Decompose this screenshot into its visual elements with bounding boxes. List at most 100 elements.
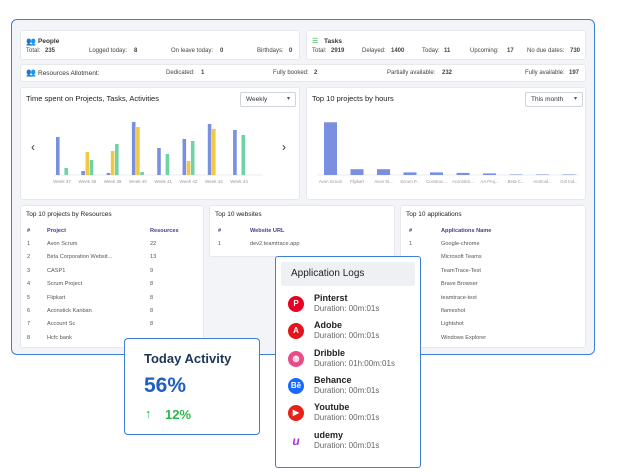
col-index: # <box>218 227 222 234</box>
chart-bar <box>64 168 68 175</box>
app-log-duration: Duration: 00m:01s <box>314 385 380 395</box>
app-log-duration: Duration: 01h:00m:01s <box>314 358 395 368</box>
chart-prev-button[interactable]: ‹ <box>31 140 35 154</box>
app-log-name: Pinterst <box>314 293 348 303</box>
table-row[interactable]: 7 Account Sc 8 <box>24 318 202 331</box>
applications-title: Top 10 applications <box>406 211 462 218</box>
resource-count: 8 <box>150 321 154 328</box>
resource-index: 6 <box>27 308 31 315</box>
table-row[interactable]: 1 Avon Scrum 22 <box>24 237 202 250</box>
people-card: 👥 People Total: 235 Logged today: 8 On l… <box>20 30 300 60</box>
website-url[interactable]: dev2.teamtrace.app <box>250 241 300 248</box>
chart-bar <box>207 124 212 175</box>
table-header-row: # Project Resources <box>24 224 202 237</box>
resources-card: Top 10 projects by Resources # Project R… <box>20 205 204 348</box>
table-row[interactable]: Brave Browser <box>406 278 582 291</box>
resource-project: CASP1 <box>47 267 66 274</box>
chart-bar <box>536 174 549 175</box>
table-row[interactable]: TeamTrace-Test <box>406 264 582 277</box>
table-row[interactable]: 8 Hcfc bank <box>24 331 202 344</box>
app-log-name: Adobe <box>314 320 342 331</box>
chart-bar <box>430 172 443 175</box>
top-projects-hours-title: Top 10 projects by hours <box>312 94 394 103</box>
app-log-duration: Duration: 00m:01s <box>314 440 380 450</box>
table-header-row: # Website URL <box>215 224 391 237</box>
application-name: flameshot <box>441 308 466 315</box>
table-row[interactable]: 1 Google-chrome <box>406 237 582 250</box>
application-name: Google-chrome <box>441 241 480 248</box>
chart-bar <box>509 174 523 175</box>
dedicated-label: Dedicated: <box>166 70 195 76</box>
table-row[interactable]: 2 Birla Corporation Websit... 13 <box>24 251 202 264</box>
x-tick-label: Beta C... <box>508 179 525 184</box>
chart-bar <box>233 130 237 175</box>
app-log-duration: Duration: 00m:01s <box>314 304 380 313</box>
applications-card: Top 10 applications # Applications Name … <box>400 205 586 348</box>
table-header-row: # Applications Name <box>406 224 582 237</box>
application-logs-panel: Application Logs P Pinterst Duration: 00m:… <box>275 256 421 468</box>
people-birthdays: 0 <box>289 48 293 54</box>
today-activity-title: Today Activity <box>144 351 232 366</box>
app-log-duration: Duration: 00m:01s <box>314 331 380 341</box>
resource-project: Account Sc <box>47 321 76 328</box>
table-row[interactable]: Windows Explorer <box>406 331 582 344</box>
table-row[interactable]: Microsoft Teams <box>406 251 582 264</box>
table-row[interactable]: 6 Aconstick Kanban 8 <box>24 304 202 317</box>
tasks-title: Tasks <box>324 38 342 45</box>
x-tick-label: Week 43 <box>205 179 223 184</box>
x-tick-label: Week 37 <box>53 179 71 184</box>
application-name: Microsoft Teams <box>441 254 482 261</box>
x-tick-label: Week 41 <box>154 179 172 184</box>
app-log-item[interactable]: ◍ Dribble Duration: 01h:00m:01s <box>288 348 408 374</box>
youtube-icon: ▶ <box>288 405 304 422</box>
app-log-item[interactable]: ▶ Youtube Duration: 00m:01s <box>288 402 408 428</box>
chart-next-button[interactable]: › <box>282 140 286 154</box>
tasks-nodue-label: No due dates: <box>527 48 565 54</box>
table-row[interactable]: Lightshot <box>406 318 582 331</box>
activity-change: 12% <box>165 407 192 422</box>
month-select-value: This month <box>531 96 564 103</box>
resource-count: 8 <box>150 294 154 301</box>
app-log-item[interactable]: P Pinterst Duration: 00m:01s <box>288 293 408 319</box>
table-row[interactable]: 5 Flipkart 8 <box>24 291 202 304</box>
activity-percent: 56% <box>144 374 187 397</box>
application-index: 1 <box>409 241 413 248</box>
resource-index: 1 <box>27 241 31 248</box>
app-log-item[interactable]: A Adobe Duration: 00m:01s <box>288 320 408 346</box>
websites-table: # Website URL 1 dev2.teamtrace.app <box>215 224 391 251</box>
chart-bar <box>241 135 246 175</box>
people-total-label: Total: <box>26 48 41 54</box>
table-row[interactable]: 4 Scrum Project 8 <box>24 278 202 291</box>
chart-bar <box>182 139 187 175</box>
time-spent-title: Time spent on Projects, Tasks, Activitie… <box>26 94 159 103</box>
time-spent-card: Time spent on Projects, Tasks, Activitie… <box>20 87 300 200</box>
month-select[interactable]: This month ▾ <box>525 92 583 107</box>
partial-label: Partially available: <box>387 70 436 76</box>
table-row[interactable]: flameshot <box>406 304 582 317</box>
resource-count: 22 <box>150 241 157 248</box>
fully-booked-label: Fully booked: <box>273 70 309 76</box>
pinterest-icon: P <box>288 296 304 312</box>
application-name: Windows Explorer <box>441 334 487 341</box>
fully-available-label: Fully available: <box>525 70 565 76</box>
table-row[interactable]: 3 CASP1 9 <box>24 264 202 277</box>
dribbble-icon: ◍ <box>288 350 304 367</box>
people-total: 235 <box>45 48 56 54</box>
allotment-card: 👥 Resources Allotment: Dedicated: 1 Full… <box>20 64 586 82</box>
table-row[interactable]: teamtrace-test <box>406 291 582 304</box>
app-log-item[interactable]: u udemy Duration: 00m:01s <box>288 430 408 456</box>
resources-title: Top 10 projects by Resources <box>26 211 112 218</box>
app-log-duration: Duration: 00m:01s <box>314 413 380 423</box>
dedicated-value: 1 <box>201 70 205 76</box>
period-select[interactable]: Weekly ▾ <box>240 92 296 107</box>
partial-value: 232 <box>442 70 453 76</box>
people-leave: 0 <box>220 48 224 54</box>
tasks-today-label: Today: <box>422 48 440 54</box>
tasks-delayed: 1400 <box>391 48 405 54</box>
chart-bar <box>403 172 417 175</box>
chart-bar <box>56 137 60 175</box>
application-name: Lightshot <box>441 321 464 328</box>
app-log-item[interactable]: Bē Behance Duration: 00m:01s <box>288 375 408 401</box>
tasks-total: 2919 <box>331 48 345 54</box>
x-tick-label: Scrum P... <box>400 179 420 184</box>
